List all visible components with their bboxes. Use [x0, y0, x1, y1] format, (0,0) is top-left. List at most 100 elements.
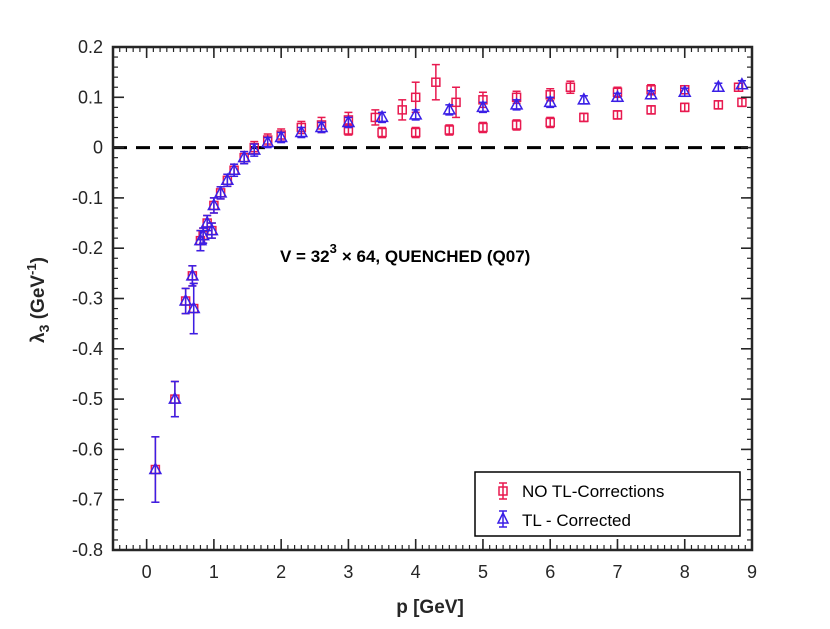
- legend-square-marker: [498, 486, 508, 496]
- triangle-marker: [200, 215, 214, 228]
- data-point: [577, 92, 591, 105]
- data-point: [677, 84, 692, 98]
- x-axis-title: p [GeV]: [396, 597, 464, 618]
- square-marker: [646, 105, 656, 115]
- legend-entry-tl: TL - Corrected: [496, 510, 631, 530]
- square-marker: [565, 82, 576, 92]
- data-point: [213, 185, 228, 200]
- legend-label-no-tl: NO TL-Corrections: [522, 482, 664, 501]
- plot-background: [113, 47, 752, 550]
- data-point: [509, 97, 524, 111]
- triangle-marker: [220, 172, 235, 186]
- legend-triangle-marker: [496, 511, 510, 524]
- data-point: [713, 100, 724, 110]
- data-point: [543, 94, 557, 109]
- data-point: [185, 265, 200, 287]
- y-tick-label: -0.3: [72, 289, 103, 309]
- triangle-marker: [442, 102, 457, 115]
- x-tick-label: 7: [612, 562, 622, 582]
- x-tick-label: 5: [478, 562, 488, 582]
- y-axis-title: λ3 (GeV-1): [24, 257, 52, 343]
- x-tick-label: 6: [545, 562, 555, 582]
- data-point: [377, 126, 387, 139]
- triangle-marker: [207, 197, 221, 211]
- triangle-marker: [341, 114, 356, 128]
- data-point: [408, 107, 423, 121]
- triangle-marker: [148, 461, 163, 475]
- triangle-marker: [205, 223, 219, 236]
- data-point: [294, 124, 309, 139]
- data-point: [227, 162, 241, 178]
- data-point: [186, 282, 201, 335]
- square-marker: [410, 127, 421, 138]
- legend: NO TL-Corrections TL - Corrected: [474, 471, 741, 537]
- triangle-marker: [260, 135, 275, 148]
- data-point: [178, 287, 193, 315]
- data-point: [610, 89, 625, 103]
- square-marker: [612, 110, 623, 120]
- x-tick-label: 0: [142, 562, 152, 582]
- triangle-marker: [213, 185, 228, 198]
- data-point: [220, 172, 235, 188]
- data-point: [148, 436, 163, 503]
- triangle-marker: [644, 87, 658, 100]
- data-point: [341, 114, 356, 129]
- data-point: [511, 119, 522, 131]
- x-tick-label: 8: [680, 562, 690, 582]
- x-tick-label: 1: [209, 562, 219, 582]
- y-tick-label: -0.4: [72, 339, 103, 359]
- square-marker: [451, 97, 461, 108]
- data-point: [735, 77, 749, 90]
- y-tick-label: -0.5: [72, 389, 103, 409]
- y-tick-label: 0.1: [78, 87, 103, 107]
- triangle-marker: [677, 84, 692, 98]
- data-point: [205, 222, 219, 239]
- y-tick-label: 0: [93, 138, 103, 158]
- square-marker: [444, 125, 455, 135]
- data-point: [314, 119, 329, 134]
- square-marker: [511, 120, 522, 130]
- triangle-marker: [185, 268, 200, 281]
- data-point: [274, 129, 288, 144]
- triangle-marker: [227, 162, 241, 175]
- triangle-marker: [247, 142, 262, 155]
- square-marker: [737, 97, 747, 108]
- data-point: [200, 214, 214, 232]
- data-point: [711, 79, 726, 93]
- series-1: [148, 77, 749, 503]
- square-marker: [410, 92, 421, 103]
- triangle-marker: [476, 99, 490, 113]
- triangle-marker: [168, 391, 182, 404]
- data-marks: [148, 63, 749, 503]
- plot-area: [113, 47, 752, 550]
- data-point: [260, 135, 275, 149]
- triangle-marker: [509, 97, 524, 110]
- data-point: [442, 102, 457, 116]
- annotation: V = 323 × 64, QUENCHED (Q07): [280, 241, 530, 266]
- y-tick-label: -0.8: [72, 540, 103, 560]
- data-point: [476, 99, 490, 114]
- y-tick-label: -0.2: [72, 238, 103, 258]
- data-point: [545, 116, 555, 129]
- data-point: [207, 197, 221, 214]
- data-point: [644, 87, 658, 100]
- data-point: [646, 105, 656, 115]
- triangle-marker: [735, 77, 749, 90]
- data-point: [168, 380, 182, 418]
- data-point: [375, 109, 389, 124]
- data-point: [247, 142, 262, 157]
- y-tick-label: -0.1: [72, 188, 103, 208]
- triangle-marker: [178, 293, 193, 306]
- data-point: [478, 121, 488, 134]
- square-marker: [397, 105, 407, 115]
- triangle-marker: [314, 119, 329, 133]
- triangle-marker: [186, 301, 201, 314]
- triangle-marker: [408, 107, 423, 120]
- data-point: [451, 86, 461, 119]
- triangle-marker: [577, 92, 591, 105]
- triangle-marker: [375, 109, 389, 123]
- square-marker: [545, 117, 555, 128]
- triangle-marker: [610, 89, 625, 103]
- data-point: [410, 126, 421, 139]
- triangle-marker: [543, 94, 557, 108]
